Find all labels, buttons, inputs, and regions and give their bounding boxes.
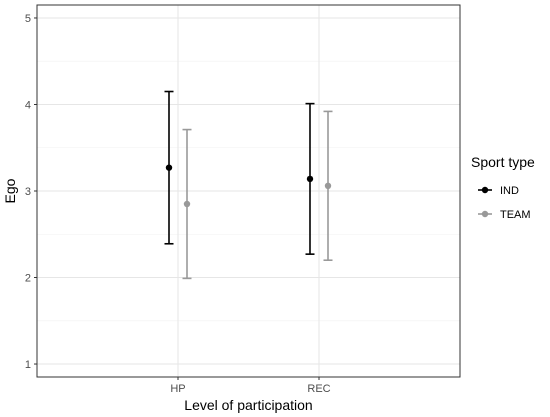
major-gridlines bbox=[37, 5, 460, 377]
data-point bbox=[183, 200, 191, 208]
x-tick-label: HP bbox=[170, 383, 185, 395]
series-team bbox=[182, 110, 333, 280]
y-tick-label: 1 bbox=[25, 359, 31, 371]
y-tick-label: 5 bbox=[25, 13, 31, 25]
data-point bbox=[324, 182, 332, 190]
y-tick-label: 2 bbox=[25, 273, 31, 285]
y-axis-title: Ego bbox=[2, 178, 18, 203]
x-axis-title: Level of participation bbox=[184, 397, 312, 413]
legend-items: IND TEAM bbox=[478, 185, 531, 221]
legend-label: TEAM bbox=[500, 209, 531, 221]
legend-key-point bbox=[481, 210, 489, 218]
legend-title: Sport type bbox=[471, 154, 535, 170]
legend-key-point bbox=[481, 186, 489, 194]
y-axis: 1 2 3 4 5 bbox=[25, 13, 37, 371]
x-axis: HP REC bbox=[170, 377, 331, 395]
legend-item-team: TEAM bbox=[478, 209, 531, 221]
legend-label: IND bbox=[500, 185, 519, 197]
y-tick-label: 4 bbox=[25, 99, 31, 111]
data-marks bbox=[164, 90, 333, 280]
x-tick-label: REC bbox=[307, 383, 330, 395]
legend: Sport type IND TEAM bbox=[471, 154, 535, 221]
data-point bbox=[165, 164, 173, 171]
y-tick-label: 3 bbox=[25, 186, 31, 198]
legend-item-ind: IND bbox=[478, 185, 519, 197]
series-ind bbox=[164, 90, 315, 255]
minor-gridlines bbox=[37, 60, 460, 322]
data-point bbox=[306, 175, 314, 183]
